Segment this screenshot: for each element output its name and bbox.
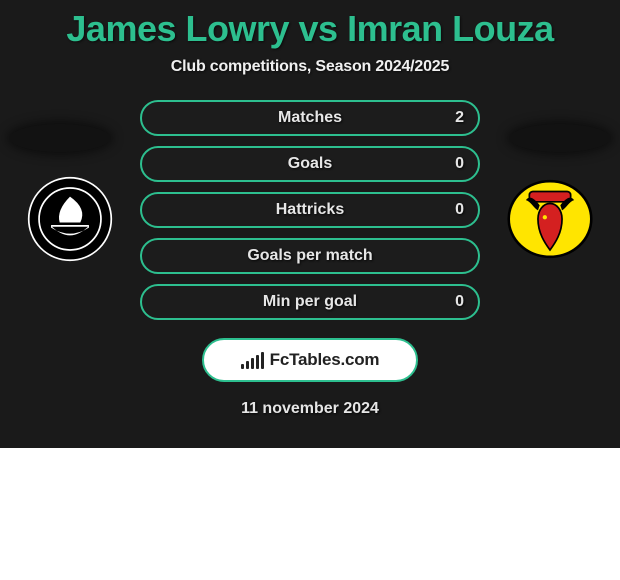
stat-label: Goals per match (247, 247, 372, 265)
watford-badge-icon (500, 176, 600, 262)
stats-list: Matches 2 Goals 0 Hattricks 0 Goals per … (140, 100, 480, 320)
stat-label: Hattricks (276, 201, 344, 219)
stat-value-right: 0 (455, 293, 464, 311)
page-title: James Lowry vs Imran Louza (0, 2, 620, 52)
stat-row-goals: Goals 0 (140, 146, 480, 182)
plymouth-badge-icon (27, 176, 113, 262)
comparison-card: James Lowry vs Imran Louza Club competit… (0, 0, 620, 448)
subtitle: Club competitions, Season 2024/2025 (0, 58, 620, 76)
stat-label: Matches (278, 109, 342, 127)
brand-badge: FcTables.com (202, 338, 418, 382)
stat-row-mpg: Min per goal 0 (140, 284, 480, 320)
club-logo-right (500, 176, 600, 262)
stat-label: Goals (288, 155, 332, 173)
stat-row-matches: Matches 2 (140, 100, 480, 136)
club-logo-left (20, 176, 120, 262)
stat-value-right: 0 (455, 155, 464, 173)
logo-shadow-left (10, 124, 110, 152)
stat-label: Min per goal (263, 293, 357, 311)
date-label: 11 november 2024 (0, 400, 620, 418)
logo-shadow-right (510, 124, 610, 152)
stat-value-right: 2 (455, 109, 464, 127)
stat-row-gpm: Goals per match (140, 238, 480, 274)
stat-row-hattricks: Hattricks 0 (140, 192, 480, 228)
brand-chart-icon (241, 352, 264, 369)
brand-text: FcTables.com (270, 350, 380, 370)
stat-value-right: 0 (455, 201, 464, 219)
